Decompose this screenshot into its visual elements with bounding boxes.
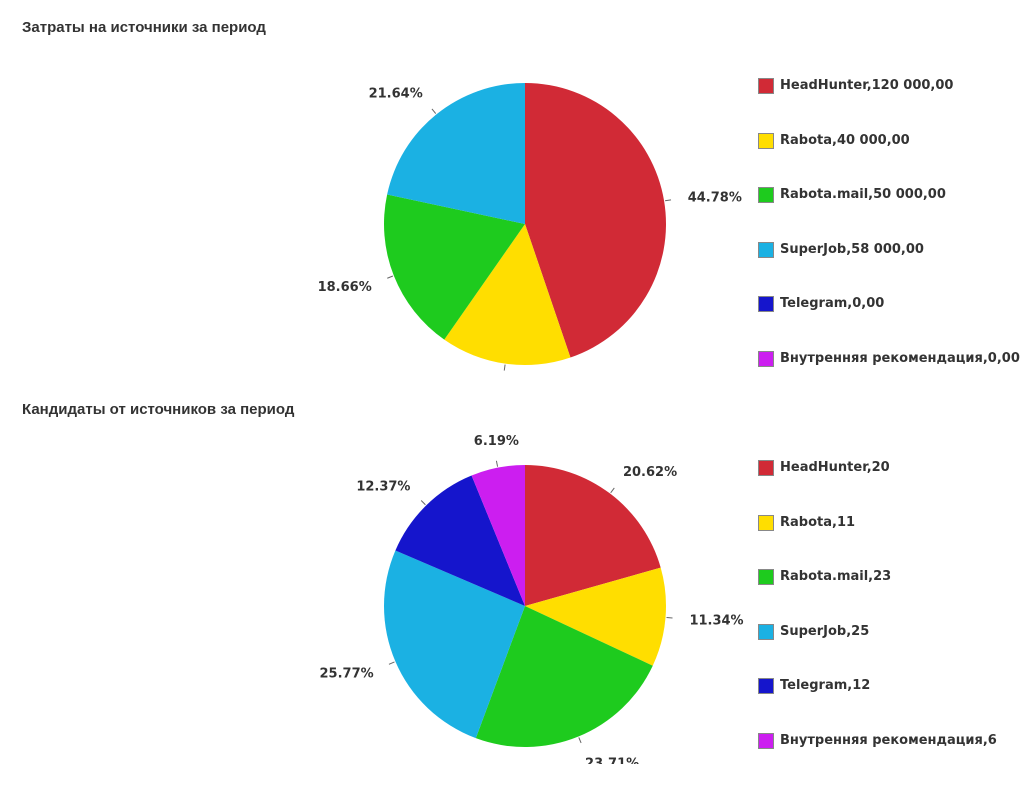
legend-swatch: [758, 133, 774, 149]
percent-label: 18.66%: [318, 280, 372, 295]
percent-label: 12.37%: [356, 480, 410, 495]
candidates-pie-chart: Кандидаты от источников за период 20.62%…: [0, 382, 1024, 764]
legend-swatch: [758, 78, 774, 94]
leader-line: [504, 365, 505, 371]
legend-label: Telegram,0,00: [780, 297, 884, 311]
legend-swatch: [758, 515, 774, 531]
legend-label: Rabota.mail,23: [780, 570, 891, 584]
leader-line: [611, 488, 615, 493]
leader-line: [421, 501, 425, 505]
legend-swatch: [758, 733, 774, 749]
leader-line: [579, 737, 581, 743]
percent-label: 25.77%: [320, 667, 374, 682]
leader-line: [665, 200, 671, 201]
leader-line: [496, 461, 497, 467]
legend-label: Rabota,40 000,00: [780, 134, 910, 148]
percent-label: 11.34%: [689, 614, 743, 629]
legend-swatch: [758, 678, 774, 694]
legend-label: HeadHunter,20: [780, 461, 890, 475]
legend-swatch: [758, 351, 774, 367]
costs-pie-chart: Затраты на источники за период 44.78%14.…: [0, 0, 1024, 382]
percent-label: 21.64%: [369, 87, 423, 102]
legend-swatch: [758, 187, 774, 203]
legend-swatch: [758, 460, 774, 476]
leader-line: [389, 662, 395, 664]
legend-swatch: [758, 242, 774, 258]
legend-swatch: [758, 569, 774, 585]
percent-label: 20.62%: [623, 465, 677, 480]
legend-label: HeadHunter,120 000,00: [780, 79, 953, 93]
legend-label: SuperJob,58 000,00: [780, 243, 924, 257]
percent-label: 23.71%: [585, 756, 639, 764]
legend-label: Rabota,11: [780, 516, 855, 530]
leader-line: [387, 276, 393, 278]
legend-swatch: [758, 624, 774, 640]
leader-line: [432, 109, 436, 114]
percent-label: 6.19%: [474, 434, 519, 449]
percent-label: 44.78%: [688, 190, 742, 205]
legend-label: SuperJob,25: [780, 625, 869, 639]
legend-label: Rabota.mail,50 000,00: [780, 188, 946, 202]
legend-label: Внутренняя рекомендация,6: [780, 734, 997, 748]
legend-swatch: [758, 296, 774, 312]
legend-label: Telegram,12: [780, 679, 870, 693]
legend-label: Внутренняя рекомендация,0,00: [780, 352, 1020, 366]
